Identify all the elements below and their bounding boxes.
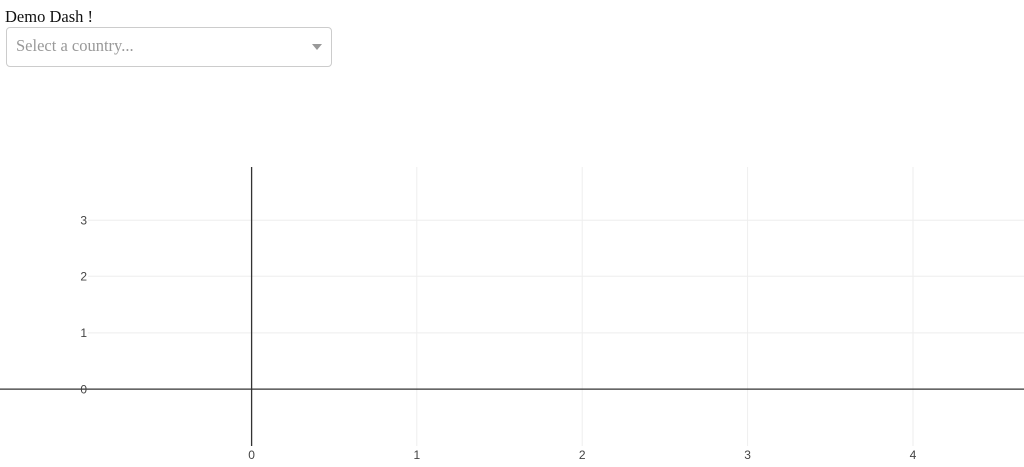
svg-text:1: 1 (413, 448, 420, 462)
svg-text:3: 3 (80, 214, 87, 228)
svg-text:2: 2 (80, 270, 87, 284)
svg-text:0: 0 (80, 382, 87, 396)
svg-text:0: 0 (248, 448, 255, 462)
svg-text:3: 3 (744, 448, 751, 462)
svg-text:4: 4 (910, 448, 917, 462)
svg-text:1: 1 (80, 326, 87, 340)
svg-text:2: 2 (579, 448, 586, 462)
